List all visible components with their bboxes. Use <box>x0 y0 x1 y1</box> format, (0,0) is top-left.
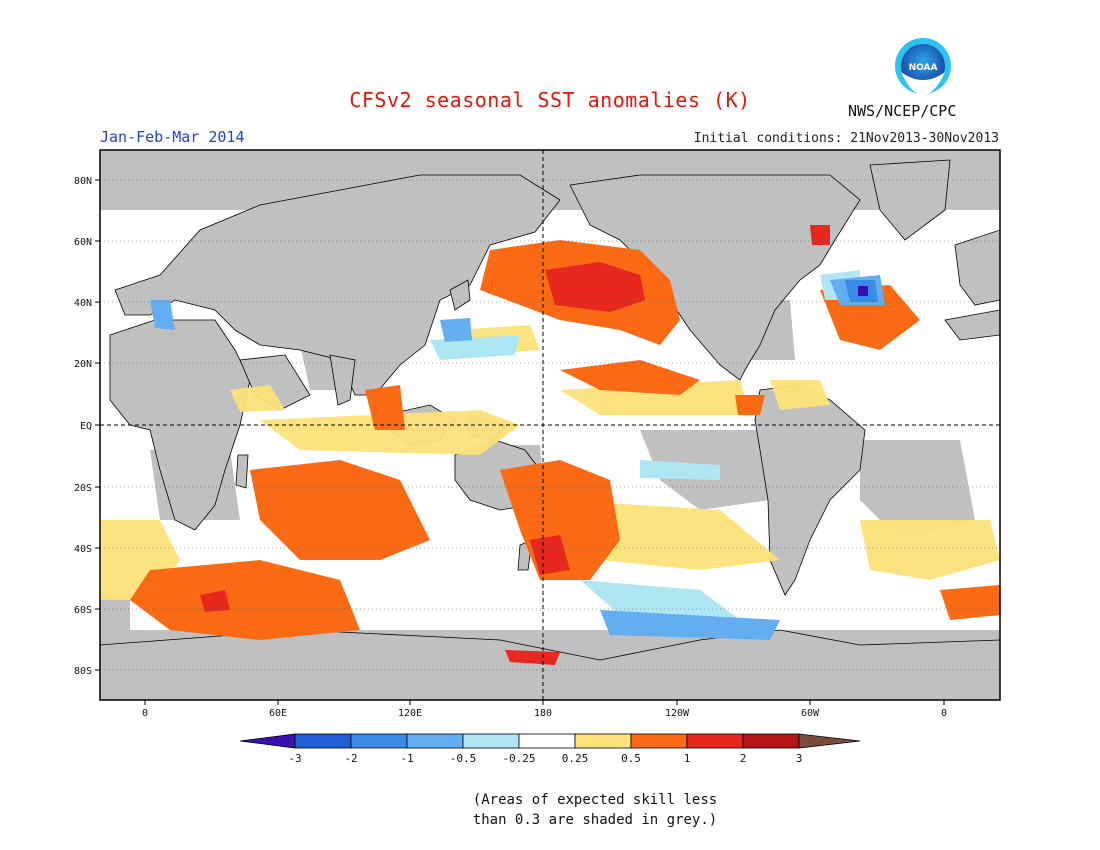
colorbar-bin <box>462 733 520 749</box>
map-panel <box>100 150 1000 700</box>
colorbar-label: -0.25 <box>502 752 535 765</box>
agency-label: NWS/NCEP/CPC <box>848 102 957 120</box>
anomaly-0_5-1 <box>130 240 1000 640</box>
colorbar-label: 0.25 <box>562 752 589 765</box>
lat-label: 60N <box>74 237 92 248</box>
colorbar-label: 2 <box>740 752 747 765</box>
colorbar-label: -3 <box>288 752 301 765</box>
colorbar-label: 0.5 <box>621 752 641 765</box>
lon-label: 0 <box>941 708 947 719</box>
skill-note-line: (Areas of expected skill less <box>472 792 718 808</box>
colorbar-label: -2 <box>344 752 357 765</box>
colorbar-label: 1 <box>684 752 691 765</box>
lon-label: 60E <box>269 708 287 719</box>
noaa-logo-text: NOAA <box>909 63 938 73</box>
anomaly-1-2 <box>200 225 830 665</box>
lat-label: EQ <box>80 421 92 432</box>
lon-ticks <box>144 700 945 705</box>
lon-label: 0 <box>142 708 148 719</box>
skill-note-line: than 0.3 are shaded in grey.) <box>472 812 718 828</box>
colorbar-low-arrow <box>239 733 296 749</box>
lon-label: 60W <box>801 708 820 719</box>
map-title: CFSv2 seasonal SST anomalies (K) <box>349 88 751 112</box>
lat-label: 20S <box>74 483 92 494</box>
colorbar-high-arrow <box>798 733 861 749</box>
colorbar-labels: -3 -2 -1 -0.5 -0.25 0.25 0.5 1 2 3 <box>288 752 802 765</box>
lat-label: 40N <box>74 298 92 309</box>
colorbar-bin <box>686 733 744 749</box>
lon-label: 120W <box>665 708 690 719</box>
initial-conditions: Initial conditions: 21Nov2013-30Nov2013 <box>693 131 999 146</box>
lat-label: 60S <box>74 605 92 616</box>
forecast-period: Jan-Feb-Mar 2014 <box>100 128 245 146</box>
lat-label: 80N <box>74 176 92 187</box>
colorbar-label: -0.5 <box>450 752 477 765</box>
colorbar-label: 3 <box>796 752 803 765</box>
skill-note: (Areas of expected skill less than 0.3 a… <box>0 790 1100 830</box>
colorbar <box>239 733 861 749</box>
colorbar-bin <box>350 733 408 749</box>
lon-label: 180 <box>534 708 552 719</box>
anomaly-minus-2 <box>858 286 868 296</box>
colorbar-label: -1 <box>400 752 413 765</box>
colorbar-bin <box>630 733 688 749</box>
colorbar-bin <box>574 733 632 749</box>
lat-ticks <box>95 179 100 671</box>
noaa-logo: NOAA <box>895 38 951 95</box>
colorbar-bin <box>406 733 464 749</box>
lon-label: 120E <box>398 708 422 719</box>
lat-label: 40S <box>74 544 92 555</box>
longitude-labels: 0 60E 120E 180 120W 60W 0 <box>142 708 947 719</box>
colorbar-bin <box>742 733 800 749</box>
colorbar-bin <box>518 733 576 749</box>
latitude-labels: 80N 60N 40N 20N EQ 20S 40S 60S 80S <box>74 176 92 677</box>
lat-label: 20N <box>74 359 92 370</box>
colorbar-bin <box>294 733 352 749</box>
lat-label: 80S <box>74 666 92 677</box>
continents <box>100 159 1000 700</box>
